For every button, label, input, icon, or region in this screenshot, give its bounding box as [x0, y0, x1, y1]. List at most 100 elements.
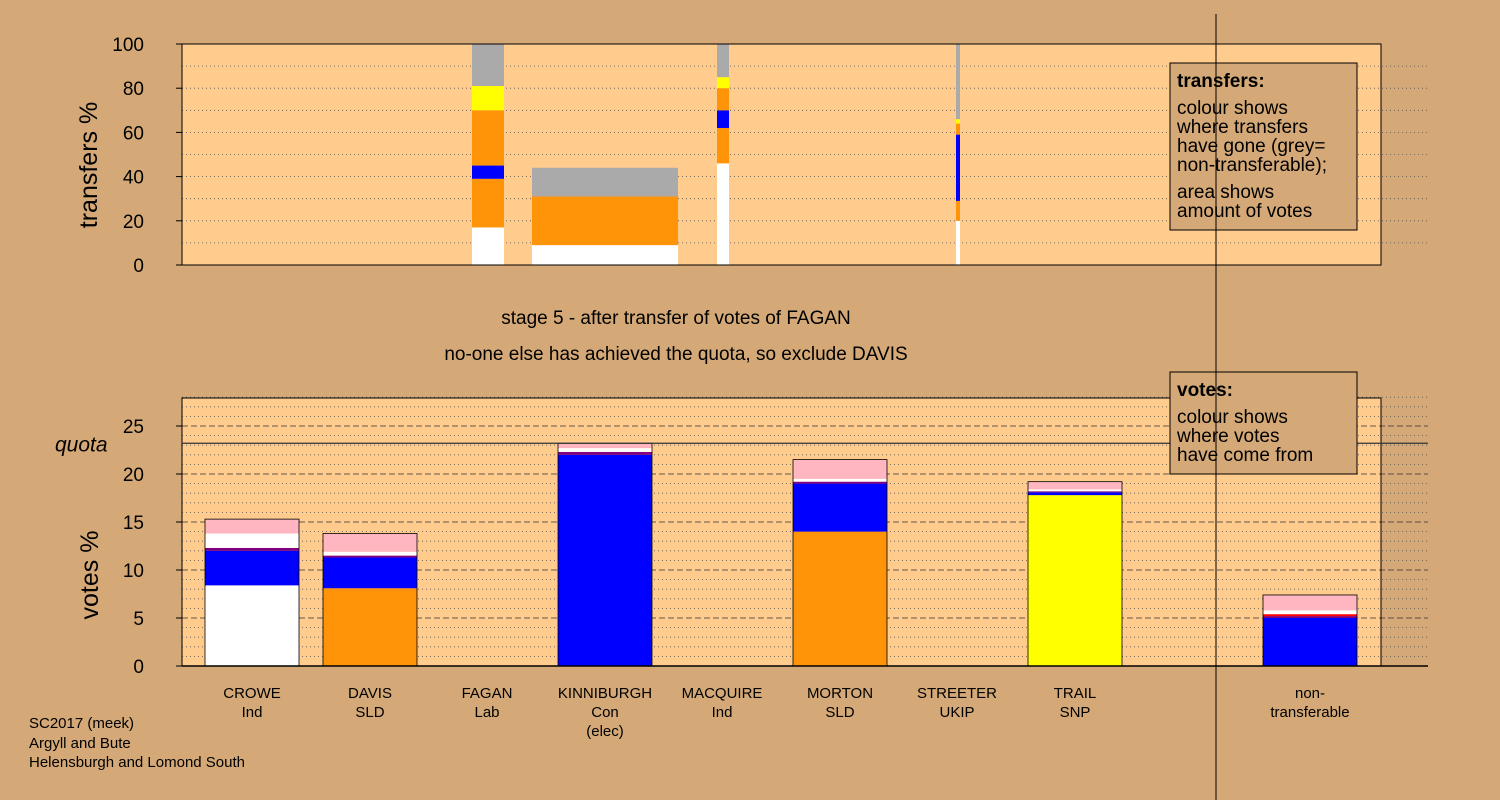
transfer-segment-macquire	[717, 163, 729, 265]
vote-segment-davis	[323, 557, 417, 589]
quota-label: quota	[55, 433, 108, 456]
footer-line: Argyll and Bute	[29, 735, 131, 752]
vote-segment-davis	[323, 555, 417, 558]
transfers-legend-title: transfers:	[1177, 71, 1265, 92]
transfers-tick-label: 100	[112, 35, 144, 56]
vote-segment-crowe	[205, 550, 299, 586]
footer-line: SC2017 (meek)	[29, 715, 134, 732]
transfers-tick-label: 0	[133, 256, 144, 277]
candidate-label: Lab	[474, 704, 499, 721]
vote-segment-morton	[793, 481, 887, 484]
vote-segment-kinniburgh	[558, 448, 652, 452]
candidate-label: KINNIBURGH	[558, 685, 652, 702]
candidate-label: non-	[1295, 685, 1325, 702]
votes-tick-label: 5	[133, 609, 144, 630]
transfers-plot-frame	[181, 43, 1382, 266]
transfer-segment-macquire	[717, 77, 729, 89]
vote-segment-morton	[793, 459, 887, 479]
transfers-legend-line: have gone (grey=	[1177, 136, 1325, 157]
vote-segment-kinniburgh	[558, 443, 652, 449]
transfers-tick-label: 20	[123, 212, 144, 233]
vote-segment-trail	[1028, 492, 1122, 496]
transfer-segment-macquire	[717, 88, 729, 111]
candidate-label: MACQUIRE	[682, 685, 763, 702]
transfers-legend-line: non-transferable);	[1177, 155, 1327, 176]
transfer-segment-streeter	[956, 44, 960, 120]
votes-tick-label: 10	[123, 561, 144, 582]
transfer-segment-streeter	[956, 123, 960, 135]
transfer-segment-crowe	[472, 44, 504, 86]
vote-segment-kinniburgh	[558, 451, 652, 455]
transfers-legend-line: where transfers	[1176, 117, 1308, 138]
transfer-segment-fagan	[532, 196, 678, 246]
candidate-label: MORTON	[807, 685, 873, 702]
candidate-label: Ind	[712, 704, 733, 721]
vote-segment-morton	[793, 478, 887, 482]
transfer-segment-macquire	[717, 110, 729, 128]
transfer-segment-macquire	[717, 44, 729, 78]
vote-segment-davis	[323, 588, 417, 666]
votes-axis-title: votes %	[76, 531, 104, 620]
vote-segment-non	[1263, 616, 1357, 618]
vote-segment-trail	[1028, 481, 1122, 490]
transfer-segment-macquire	[717, 127, 729, 164]
footer-line: Helensburgh and Lomond South	[29, 754, 245, 771]
votes-legend-line: colour shows	[1177, 407, 1288, 428]
transfer-segment-crowe	[472, 110, 504, 166]
transfers-legend-line: colour shows	[1177, 98, 1288, 119]
vote-segment-crowe	[205, 533, 299, 548]
transfers-tick-label: 40	[123, 168, 144, 189]
candidate-label: CROWE	[223, 685, 281, 702]
transfer-segment-streeter	[956, 119, 960, 124]
transfer-segment-fagan	[532, 245, 678, 265]
candidate-label: Ind	[242, 704, 263, 721]
candidate-label: FAGAN	[462, 685, 513, 702]
votes-tick-label: 25	[123, 417, 144, 438]
transfer-segment-streeter	[956, 200, 960, 221]
vote-segment-davis	[323, 533, 417, 552]
candidate-label: STREETER	[917, 685, 997, 702]
candidate-label: SNP	[1060, 704, 1091, 721]
vote-segment-morton	[793, 483, 887, 532]
vote-segment-trail	[1028, 489, 1122, 492]
vote-segment-trail	[1028, 491, 1122, 493]
vote-segment-kinniburgh	[558, 454, 652, 666]
votes-tick-label: 0	[133, 657, 144, 678]
candidate-label: SLD	[825, 704, 854, 721]
transfer-segment-crowe	[472, 165, 504, 179]
votes-tick-label: 20	[123, 465, 144, 486]
vote-segment-non	[1263, 618, 1357, 666]
transfers-legend: transfers: colour shows where transfers …	[1169, 62, 1358, 231]
candidate-label: transferable	[1270, 704, 1349, 721]
votes-tick-label: 15	[123, 513, 144, 534]
transfers-legend-line: area shows	[1177, 182, 1274, 203]
transfer-segment-crowe	[472, 227, 504, 265]
vote-segment-morton	[793, 531, 887, 666]
candidate-label: Con	[591, 704, 619, 721]
decision-text: no-one else has achieved the quota, so e…	[444, 344, 907, 365]
vote-segment-non	[1263, 614, 1357, 617]
transfers-legend-line: amount of votes	[1177, 201, 1312, 222]
votes-legend-line: where votes	[1176, 426, 1279, 447]
candidate-label: DAVIS	[348, 685, 392, 702]
transfer-segment-crowe	[472, 85, 504, 111]
transfer-segment-streeter	[956, 134, 960, 201]
candidate-label: UKIP	[939, 704, 974, 721]
transfers-tick-label: 60	[123, 123, 144, 144]
candidate-label: (elec)	[586, 723, 624, 740]
vote-segment-crowe	[205, 585, 299, 666]
stage-text: stage 5 - after transfer of votes of FAG…	[501, 308, 851, 329]
candidate-label: TRAIL	[1054, 685, 1097, 702]
vote-segment-non	[1263, 594, 1357, 611]
vote-segment-crowe	[205, 519, 299, 534]
vote-segment-davis	[323, 551, 417, 556]
transfer-segment-fagan	[532, 167, 678, 197]
transfer-segment-crowe	[472, 178, 504, 228]
transfer-segment-streeter	[956, 220, 960, 265]
candidate-label: SLD	[355, 704, 384, 721]
transfers-tick-label: 80	[123, 79, 144, 100]
votes-legend-line: have come from	[1177, 445, 1313, 466]
vote-segment-trail	[1028, 495, 1122, 666]
votes-legend-title: votes:	[1177, 380, 1233, 401]
